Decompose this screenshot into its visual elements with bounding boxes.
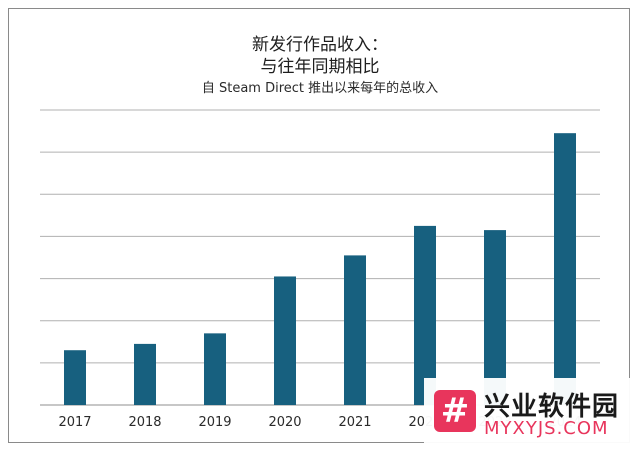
x-tick-label: 2020 bbox=[268, 415, 301, 430]
chart-title-line1: 新发行作品收入： bbox=[252, 35, 388, 55]
x-tick-label: 2017 bbox=[58, 415, 91, 430]
bar-2018 bbox=[134, 343, 156, 405]
watermark-hash-icon: # bbox=[434, 390, 476, 432]
bar-2023 bbox=[484, 230, 506, 405]
bar-2020 bbox=[274, 276, 296, 405]
bar-2017 bbox=[64, 350, 86, 405]
chart-subtitle: 自 Steam Direct 推出以来每年的总收入 bbox=[201, 81, 439, 96]
x-tick-label: 2018 bbox=[128, 415, 161, 430]
bar-2019 bbox=[204, 333, 226, 405]
chart-frame bbox=[8, 8, 630, 443]
watermark-url: MYXYJS.COM bbox=[484, 418, 609, 439]
x-tick-label: 2021 bbox=[338, 415, 371, 430]
chart-title-line2: 与往年同期相比 bbox=[260, 57, 380, 77]
watermark: # 兴业软件园 MYXYJS.COM bbox=[424, 378, 636, 444]
bar-2024 bbox=[554, 133, 576, 405]
x-tick-label: 2019 bbox=[198, 415, 231, 430]
bar-2021 bbox=[344, 255, 366, 405]
bar-2022 bbox=[414, 225, 436, 405]
watermark-text: 兴业软件园 bbox=[484, 392, 620, 422]
